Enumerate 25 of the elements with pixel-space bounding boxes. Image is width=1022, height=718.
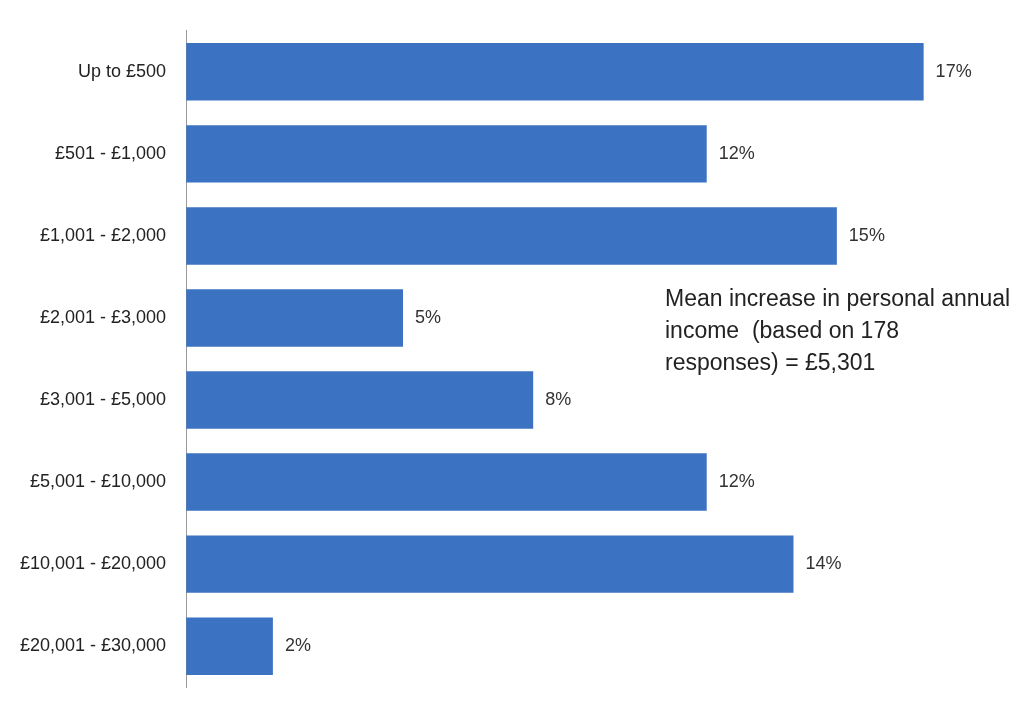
y-tick-label: £2,001 - £3,000 <box>40 306 167 327</box>
y-tick-label: £1,001 - £2,000 <box>40 224 167 245</box>
y-tick-label: £10,001 - £20,000 <box>19 553 167 574</box>
data-label: 15% <box>848 224 885 245</box>
data-label: 12% <box>718 142 755 163</box>
bar <box>186 125 707 183</box>
bar <box>186 289 404 347</box>
y-tick-label: £501 - £1,000 <box>55 142 167 163</box>
data-label: 8% <box>545 388 572 409</box>
bar <box>186 617 273 675</box>
bar <box>186 207 837 265</box>
y-tick-label: £3,001 - £5,000 <box>40 388 167 409</box>
data-label: 2% <box>284 635 311 656</box>
data-label: 14% <box>805 553 842 574</box>
bar <box>186 43 924 101</box>
y-tick-label: Up to £500 <box>78 60 167 81</box>
y-tick-label: £20,001 - £30,000 <box>19 635 167 656</box>
bar <box>186 535 794 593</box>
data-label: 17% <box>935 60 972 81</box>
data-label: 12% <box>718 471 755 492</box>
bar <box>186 371 534 429</box>
data-label: 5% <box>415 306 442 327</box>
bar <box>186 453 707 511</box>
y-tick-label: £5,001 - £10,000 <box>30 471 167 492</box>
annotation: Mean increase in personal annual income (based on 178 responses) = £5,301 <box>665 284 1012 377</box>
